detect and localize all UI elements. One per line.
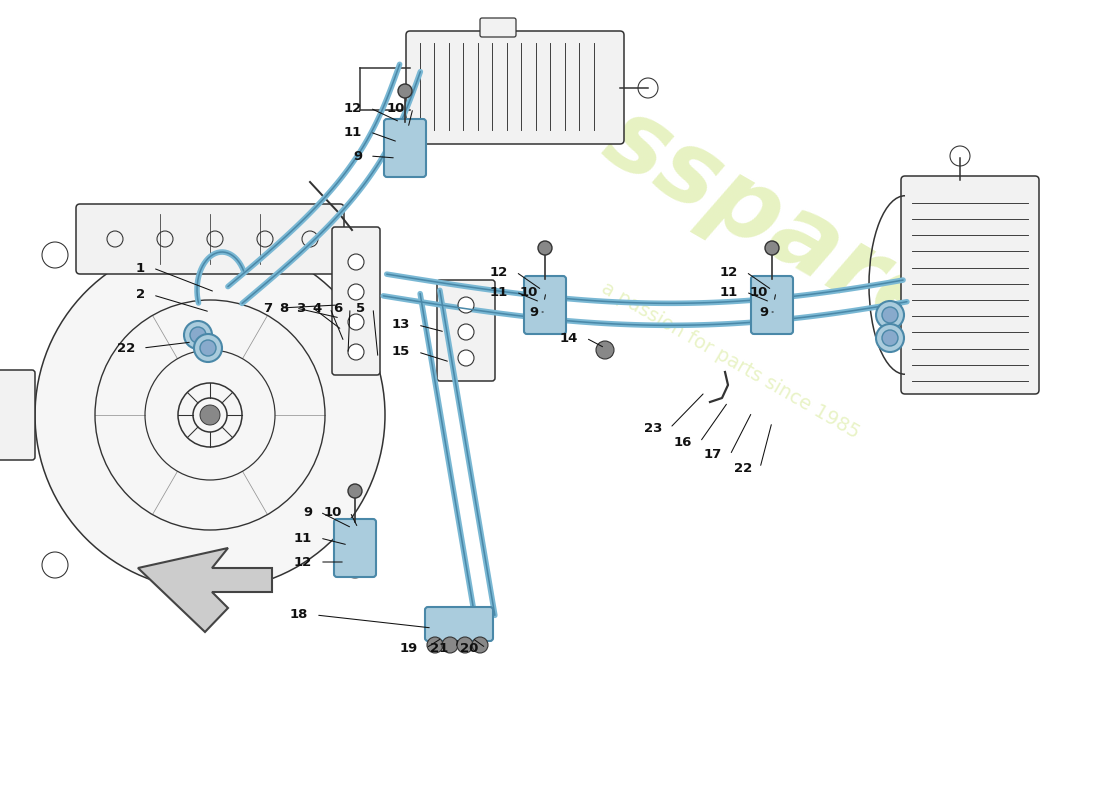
Text: 12: 12 (294, 555, 312, 569)
Circle shape (472, 637, 488, 653)
Circle shape (596, 341, 614, 359)
Text: 9: 9 (529, 306, 538, 318)
Text: 17: 17 (704, 449, 722, 462)
Text: 9: 9 (759, 306, 768, 318)
Circle shape (398, 84, 412, 98)
FancyBboxPatch shape (901, 176, 1040, 394)
Circle shape (458, 350, 474, 366)
Text: 9: 9 (302, 506, 312, 518)
Text: 3: 3 (296, 302, 305, 314)
Text: 1: 1 (136, 262, 145, 274)
FancyBboxPatch shape (332, 227, 380, 375)
Circle shape (190, 327, 206, 343)
Text: 14: 14 (560, 331, 578, 345)
FancyBboxPatch shape (406, 31, 624, 144)
Text: 4: 4 (312, 302, 322, 314)
Text: a passion for parts since 1985: a passion for parts since 1985 (597, 278, 862, 442)
FancyBboxPatch shape (384, 119, 426, 177)
Circle shape (348, 344, 364, 360)
Polygon shape (138, 548, 272, 632)
FancyBboxPatch shape (751, 276, 793, 334)
FancyBboxPatch shape (425, 607, 493, 641)
Text: 21: 21 (430, 642, 448, 654)
Text: 10: 10 (749, 286, 768, 298)
FancyBboxPatch shape (524, 276, 567, 334)
Circle shape (458, 297, 474, 313)
Circle shape (348, 484, 362, 498)
Text: 12: 12 (719, 266, 738, 278)
Text: 18: 18 (289, 609, 308, 622)
Text: 11: 11 (490, 286, 508, 298)
Text: 13: 13 (392, 318, 410, 331)
Text: 19: 19 (399, 642, 418, 654)
Text: 16: 16 (673, 435, 692, 449)
Text: 7: 7 (263, 302, 272, 314)
Text: 22: 22 (117, 342, 135, 354)
FancyBboxPatch shape (0, 370, 35, 460)
Text: 12: 12 (343, 102, 362, 114)
Circle shape (200, 340, 216, 356)
Text: 15: 15 (392, 346, 410, 358)
FancyBboxPatch shape (480, 18, 516, 37)
Circle shape (882, 307, 898, 323)
Circle shape (538, 241, 552, 255)
Circle shape (882, 330, 898, 346)
Text: 11: 11 (343, 126, 362, 138)
Text: 11: 11 (719, 286, 738, 298)
Circle shape (348, 284, 364, 300)
Circle shape (458, 324, 474, 340)
Text: 11: 11 (294, 531, 312, 545)
Text: 10: 10 (519, 286, 538, 298)
Text: 9: 9 (353, 150, 362, 162)
Text: 12: 12 (490, 266, 508, 278)
Circle shape (348, 314, 364, 330)
Circle shape (200, 405, 220, 425)
Circle shape (764, 241, 779, 255)
Text: 2: 2 (136, 289, 145, 302)
Text: 10: 10 (323, 506, 342, 518)
FancyBboxPatch shape (76, 204, 344, 274)
Circle shape (442, 637, 458, 653)
FancyBboxPatch shape (437, 280, 495, 381)
Circle shape (427, 637, 443, 653)
Circle shape (876, 324, 904, 352)
Text: sspares: sspares (587, 90, 1013, 390)
Circle shape (876, 301, 904, 329)
Text: 10: 10 (386, 102, 405, 114)
FancyBboxPatch shape (334, 519, 376, 577)
Circle shape (35, 240, 385, 590)
Circle shape (184, 321, 212, 349)
Text: 8: 8 (278, 302, 288, 314)
Circle shape (348, 254, 364, 270)
Text: 5: 5 (356, 302, 365, 314)
Circle shape (456, 637, 473, 653)
Text: 22: 22 (734, 462, 752, 474)
Text: 6: 6 (332, 302, 342, 314)
Circle shape (194, 334, 222, 362)
Text: 23: 23 (644, 422, 662, 434)
Text: 20: 20 (460, 642, 478, 654)
